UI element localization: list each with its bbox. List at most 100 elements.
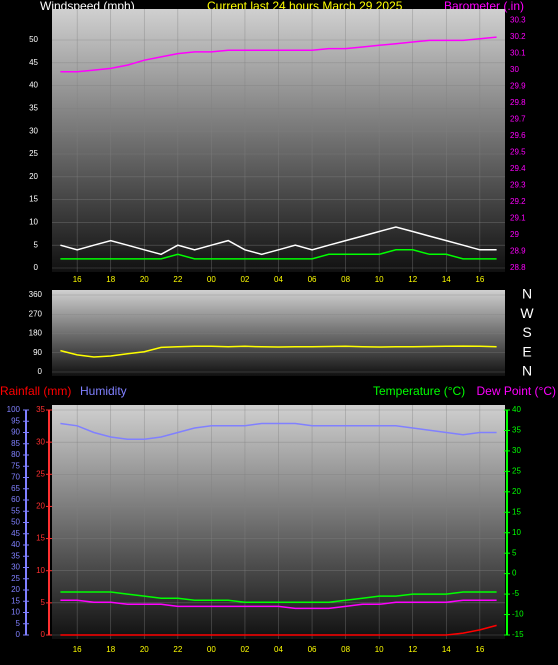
y2-tick-label: W xyxy=(520,305,534,321)
y-tick-label: 95 xyxy=(11,416,20,425)
y3-tick-label: 0 xyxy=(41,630,46,639)
x-tick-label: 00 xyxy=(207,275,216,284)
legend-entry: Temperature (°C) xyxy=(373,384,465,398)
y3-tick-label: 15 xyxy=(36,534,45,543)
y2-tick-label: 30 xyxy=(510,65,519,74)
y-tick-label: 75 xyxy=(11,461,20,470)
y-tick-label: 25 xyxy=(11,574,20,583)
y2-tick-label: 29.5 xyxy=(510,148,526,157)
x-tick-label: 04 xyxy=(274,275,283,284)
y-tick-label: 0 xyxy=(16,630,21,639)
x-tick-label: 16 xyxy=(475,275,484,284)
y-tick-label: 70 xyxy=(11,473,20,482)
legend-entry: Rainfall (mm) xyxy=(0,384,71,398)
x-tick-label: 02 xyxy=(240,275,249,284)
y2-tick-label: 10 xyxy=(512,528,521,537)
y-tick-label: 10 xyxy=(29,218,38,227)
y2-tick-label: N xyxy=(522,363,532,379)
x-tick-label: 18 xyxy=(106,275,115,284)
x-tick-label: 14 xyxy=(442,275,451,284)
x-tick-label: 10 xyxy=(375,645,384,654)
x-tick-label: 08 xyxy=(341,645,350,654)
y-tick-label: 35 xyxy=(11,551,20,560)
series-line xyxy=(60,624,497,636)
y2-tick-label: 25 xyxy=(512,466,521,475)
y2-tick-label: 30.3 xyxy=(510,16,526,25)
y-tick-label: 45 xyxy=(11,529,20,538)
plot-background xyxy=(52,290,505,376)
y2-tick-label: 29.6 xyxy=(510,131,526,140)
x-tick-label: 22 xyxy=(173,275,182,284)
y-tick-label: 80 xyxy=(11,450,20,459)
y-tick-label: 30 xyxy=(29,126,38,135)
y3-tick-label: 20 xyxy=(36,502,45,511)
series-line xyxy=(60,422,497,441)
x-tick-label: 06 xyxy=(308,275,317,284)
y2-tick-label: 29.7 xyxy=(510,115,526,124)
y-tick-label: 45 xyxy=(29,58,38,67)
y-tick-label: 5 xyxy=(34,240,39,249)
y-tick-label: 360 xyxy=(29,290,43,299)
y2-tick-label: 29.8 xyxy=(510,98,526,107)
y-tick-label: 20 xyxy=(29,172,38,181)
y-tick-label: 25 xyxy=(29,149,38,158)
y2-tick-label: 0 xyxy=(512,569,517,578)
y-tick-label: 30 xyxy=(11,563,20,572)
y2-tick-label: 29.2 xyxy=(510,197,526,206)
y-tick-label: 55 xyxy=(11,506,20,515)
x-tick-label: 00 xyxy=(207,645,216,654)
y3-tick-label: 25 xyxy=(36,469,45,478)
y-tick-label: 15 xyxy=(29,195,38,204)
y2-tick-label: E xyxy=(522,343,531,359)
y-tick-label: 85 xyxy=(11,439,20,448)
x-tick-label: 14 xyxy=(442,645,451,654)
y-tick-label: 40 xyxy=(11,540,20,549)
y2-tick-label: 5 xyxy=(512,548,517,557)
legend-entry: Humidity xyxy=(80,384,127,398)
y3-tick-label: 30 xyxy=(36,437,45,446)
x-tick-label: 06 xyxy=(308,645,317,654)
y3-tick-label: 35 xyxy=(36,405,45,414)
y3-tick-label: 10 xyxy=(36,566,45,575)
y2-tick-label: N xyxy=(522,286,532,302)
x-tick-label: 16 xyxy=(73,275,82,284)
y2-tick-label: 30.2 xyxy=(510,32,526,41)
y-tick-label: 90 xyxy=(33,348,42,357)
y-tick-label: 65 xyxy=(11,484,20,493)
y2-tick-label: 29.9 xyxy=(510,82,526,91)
y2-tick-label: 15 xyxy=(512,507,521,516)
y2-tick-label: 29.3 xyxy=(510,181,526,190)
y-tick-label: 20 xyxy=(11,585,20,594)
y2-tick-label: 30.1 xyxy=(510,49,526,58)
y2-tick-label: 29.4 xyxy=(510,164,526,173)
series-line xyxy=(60,591,497,604)
y2-tick-label: S xyxy=(522,324,531,340)
series-line xyxy=(60,36,497,73)
y2-tick-label: 30 xyxy=(512,446,521,455)
y-tick-label: 90 xyxy=(11,428,20,437)
x-tick-label: 22 xyxy=(173,645,182,654)
x-tick-label: 04 xyxy=(274,645,283,654)
y-tick-label: 50 xyxy=(29,35,38,44)
x-tick-label: 20 xyxy=(140,645,149,654)
y-tick-label: 10 xyxy=(11,608,20,617)
y-tick-label: 35 xyxy=(29,104,38,113)
y-tick-label: 100 xyxy=(7,405,21,414)
y2-tick-label: -15 xyxy=(512,630,524,639)
y-tick-label: 0 xyxy=(34,263,39,272)
x-tick-label: 08 xyxy=(341,275,350,284)
y-tick-label: 60 xyxy=(11,495,20,504)
x-tick-label: 16 xyxy=(73,645,82,654)
x-tick-label: 12 xyxy=(408,275,417,284)
y2-tick-label: 29.1 xyxy=(510,214,526,223)
x-tick-label: 02 xyxy=(240,645,249,654)
y2-tick-label: 28.8 xyxy=(510,263,526,272)
y-tick-label: 40 xyxy=(29,81,38,90)
x-tick-label: 10 xyxy=(375,275,384,284)
y-tick-label: 15 xyxy=(11,596,20,605)
y2-tick-label: 29 xyxy=(510,230,519,239)
x-tick-label: 18 xyxy=(106,645,115,654)
y2-tick-label: 20 xyxy=(512,487,521,496)
